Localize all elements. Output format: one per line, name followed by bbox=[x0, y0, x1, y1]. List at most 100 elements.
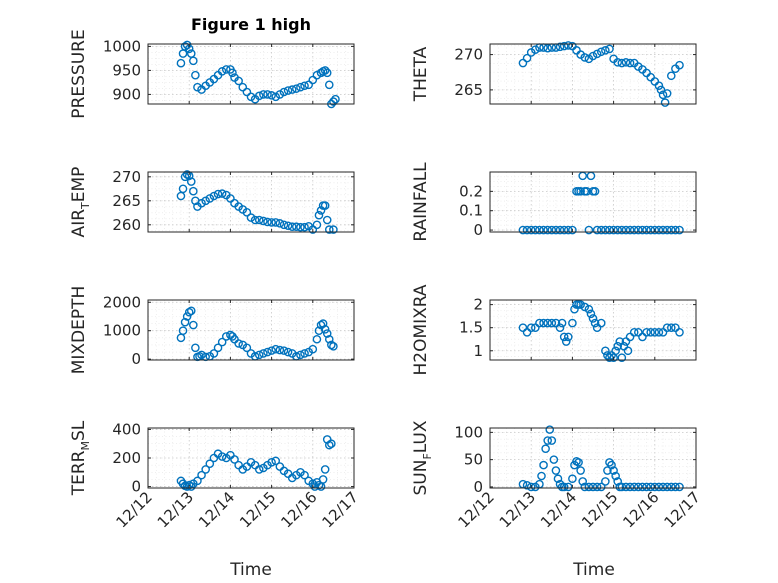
y-tick-label: 400 bbox=[112, 420, 141, 438]
data-point bbox=[178, 326, 188, 336]
panel-air_temp: 260 265 270 AIRTEMP bbox=[69, 167, 355, 238]
axes-box bbox=[147, 171, 355, 233]
data-point bbox=[193, 476, 202, 486]
data-point bbox=[535, 318, 544, 328]
data-point bbox=[217, 337, 227, 347]
data-point bbox=[611, 471, 620, 481]
y-tick-label: 50 bbox=[464, 451, 483, 469]
plot-area bbox=[489, 171, 697, 233]
y-axis-label: PRESSURE bbox=[69, 29, 89, 118]
data-point bbox=[621, 225, 631, 235]
data-point bbox=[197, 470, 206, 480]
data-point bbox=[522, 480, 532, 490]
data-point bbox=[322, 68, 332, 78]
data-point bbox=[551, 466, 561, 475]
y-tick-label: 2 bbox=[473, 296, 483, 314]
y-tick-label: 1000 bbox=[103, 37, 141, 55]
data-point bbox=[292, 84, 301, 93]
data-point bbox=[310, 482, 320, 491]
panel-h2omixra: 1 1.5 2 H2OMIXRA bbox=[411, 284, 697, 376]
x-tick-label: 12/13 bbox=[154, 488, 197, 531]
data-point bbox=[617, 225, 627, 235]
data-point bbox=[217, 189, 227, 198]
y-tick-label: 270 bbox=[454, 46, 483, 64]
data-point bbox=[650, 482, 660, 492]
data-point bbox=[300, 81, 309, 91]
data-point bbox=[267, 457, 276, 467]
data-point bbox=[541, 444, 550, 454]
data-point bbox=[605, 225, 614, 235]
data-point bbox=[662, 323, 672, 332]
data-point bbox=[213, 343, 223, 353]
data-point bbox=[621, 482, 631, 492]
y-axis-label: MIXDEPTH bbox=[69, 286, 89, 375]
x-tick-label: 12/17 bbox=[661, 488, 704, 531]
data-point bbox=[613, 341, 623, 351]
axes-box bbox=[489, 427, 697, 489]
data-point bbox=[662, 89, 672, 98]
data-point bbox=[629, 328, 639, 337]
data-point bbox=[318, 319, 328, 328]
data-point bbox=[578, 477, 588, 486]
axes-box bbox=[489, 171, 697, 233]
data-point bbox=[625, 58, 635, 68]
data-point bbox=[213, 189, 223, 199]
data-point bbox=[654, 482, 664, 492]
data-point bbox=[543, 225, 552, 235]
panel-sun_flux: 050100SUNFLUX12/1212/1312/1412/1512/1612… bbox=[411, 420, 704, 531]
data-point bbox=[279, 220, 289, 230]
data-point bbox=[279, 87, 289, 97]
y-tick-label: 200 bbox=[112, 449, 141, 467]
data-point bbox=[662, 225, 672, 235]
data-point bbox=[296, 82, 305, 92]
data-point bbox=[623, 346, 633, 356]
y-tick-label: 270 bbox=[112, 168, 141, 186]
data-point bbox=[625, 225, 635, 235]
data-point bbox=[267, 91, 276, 100]
data-point bbox=[590, 318, 600, 328]
y-axis-label: AIRTEMP bbox=[69, 167, 92, 238]
data-point bbox=[634, 482, 643, 492]
data-point bbox=[322, 329, 332, 338]
data-point bbox=[553, 474, 563, 484]
data-point bbox=[539, 225, 548, 235]
data-point bbox=[675, 225, 684, 235]
data-point bbox=[526, 482, 536, 492]
data-point bbox=[180, 172, 190, 182]
data-point bbox=[322, 215, 332, 225]
data-point bbox=[584, 304, 594, 314]
y-tick-label: 100 bbox=[454, 423, 483, 441]
data-point bbox=[189, 56, 198, 66]
y-tick-label: 1000 bbox=[103, 322, 141, 340]
data-point bbox=[666, 482, 676, 492]
data-point bbox=[314, 480, 324, 490]
data-point bbox=[182, 170, 192, 179]
panel-rainfall: 00.1 0.2 RAINFALL bbox=[411, 162, 697, 242]
data-point bbox=[176, 58, 186, 68]
data-point bbox=[568, 318, 577, 328]
data-point bbox=[320, 66, 330, 75]
data-point bbox=[267, 346, 276, 355]
data-point bbox=[543, 318, 552, 328]
data-point bbox=[324, 334, 334, 344]
data-point bbox=[559, 332, 569, 342]
data-point bbox=[576, 300, 585, 309]
data-point bbox=[267, 218, 276, 227]
panel-mixdepth: 0 1000 2000 MIXDEPTH bbox=[69, 286, 355, 375]
data-point bbox=[543, 43, 552, 53]
data-point bbox=[209, 349, 219, 358]
axes-box bbox=[147, 43, 355, 105]
data-point bbox=[559, 225, 569, 235]
y-tick-label: 900 bbox=[112, 85, 141, 103]
data-point bbox=[191, 343, 200, 353]
data-point bbox=[675, 328, 684, 337]
data-point bbox=[638, 482, 647, 492]
y-axis-label: THETA bbox=[411, 46, 431, 102]
data-point bbox=[634, 225, 643, 235]
x-tick-label: 12/13 bbox=[496, 488, 539, 531]
y-tick-label: 1 bbox=[473, 342, 483, 360]
data-point bbox=[259, 216, 268, 226]
data-point bbox=[557, 318, 567, 328]
y-axis-label: TERRMSL bbox=[69, 420, 92, 496]
data-point bbox=[611, 346, 620, 356]
